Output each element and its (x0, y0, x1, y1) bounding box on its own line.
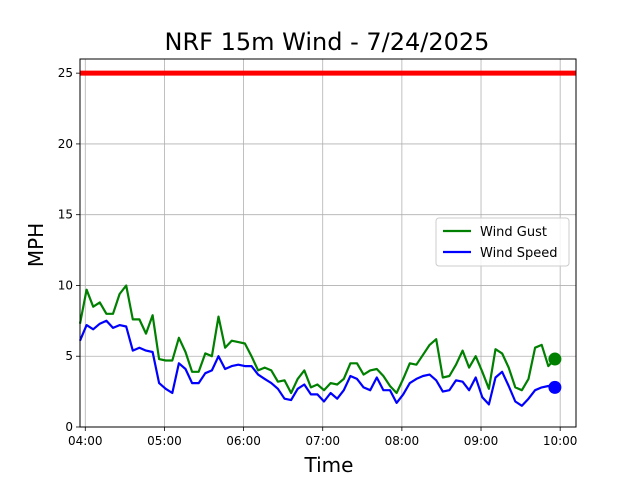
x-tick-label: 10:00 (543, 434, 578, 448)
x-tick-label: 06:00 (226, 434, 261, 448)
x-tick-label: 05:00 (147, 434, 182, 448)
legend-label-0: Wind Gust (480, 225, 547, 240)
y-axis-label: MPH (24, 223, 48, 267)
series-layer (78, 284, 556, 407)
series-line-0 (78, 284, 556, 395)
last-point-marker-1 (548, 380, 562, 394)
x-tick-label: 08:00 (385, 434, 420, 448)
x-tick-label: 07:00 (305, 434, 340, 448)
x-axis-ticks: 04:00 05:00 06:00 07:00 08:00 09:00 10:00 (68, 427, 577, 448)
y-tick-label: 15 (58, 208, 73, 222)
x-tick-label: 04:00 (68, 434, 103, 448)
x-tick-label: 09:00 (464, 434, 499, 448)
y-tick-label: 20 (58, 137, 73, 151)
y-tick-label: 25 (58, 66, 73, 80)
y-tick-label: 0 (65, 420, 73, 434)
plot-frame (79, 58, 577, 428)
y-tick-label: 5 (65, 349, 73, 363)
chart-title: NRF 15m Wind - 7/24/2025 (165, 28, 490, 56)
x-axis-label: Time (304, 453, 354, 477)
last-point-markers (548, 352, 562, 394)
series-line-1 (78, 319, 556, 407)
legend: Wind Gust Wind Speed (435, 217, 570, 267)
y-tick-label: 10 (58, 278, 73, 292)
last-point-marker-0 (548, 352, 562, 366)
legend-label-1: Wind Speed (480, 246, 558, 261)
y-axis-ticks: 0 5 10 15 20 25 (58, 66, 80, 434)
